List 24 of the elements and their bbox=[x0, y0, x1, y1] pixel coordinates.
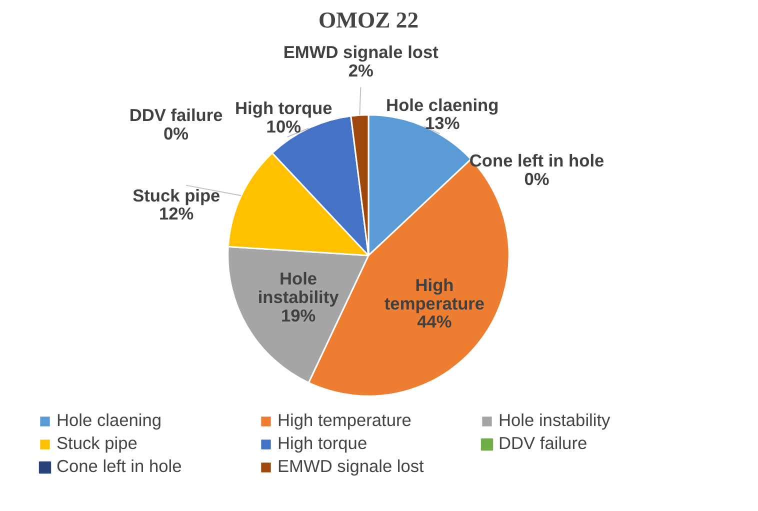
legend-label: Hole claening bbox=[56, 410, 163, 431]
legend-label: High temperature bbox=[278, 410, 412, 431]
legend-label: EMWD signale lost bbox=[278, 456, 425, 477]
slice-label: High temperature bbox=[384, 275, 485, 314]
slice-label: Hole instability bbox=[258, 268, 340, 307]
slice-label: High torque bbox=[235, 98, 333, 118]
legend-label: Hole instability bbox=[498, 410, 612, 431]
data-label: 10% bbox=[266, 116, 301, 137]
legend-label: Cone left in hole bbox=[56, 456, 183, 477]
data-label: 19% bbox=[280, 305, 316, 326]
data-label: 44% bbox=[417, 312, 452, 332]
category-label: Cone left in hole bbox=[469, 150, 604, 171]
text: 0% bbox=[164, 123, 189, 144]
slice-label: Stuck pipe bbox=[132, 185, 221, 206]
category-label: DDV failure bbox=[129, 105, 223, 126]
data-label: 2% bbox=[348, 60, 374, 80]
chart-title: OMOZ 22 bbox=[318, 8, 419, 32]
slice-label: Hole claening bbox=[386, 94, 499, 115]
text: 0% bbox=[524, 168, 550, 189]
legend-label: Stuck pipe bbox=[56, 433, 138, 454]
legend-label: DDV failure bbox=[498, 433, 588, 454]
legend-label: High torque bbox=[278, 433, 368, 454]
data-label: 13% bbox=[425, 113, 460, 134]
slice-label: EMWD signale lost bbox=[283, 42, 439, 62]
